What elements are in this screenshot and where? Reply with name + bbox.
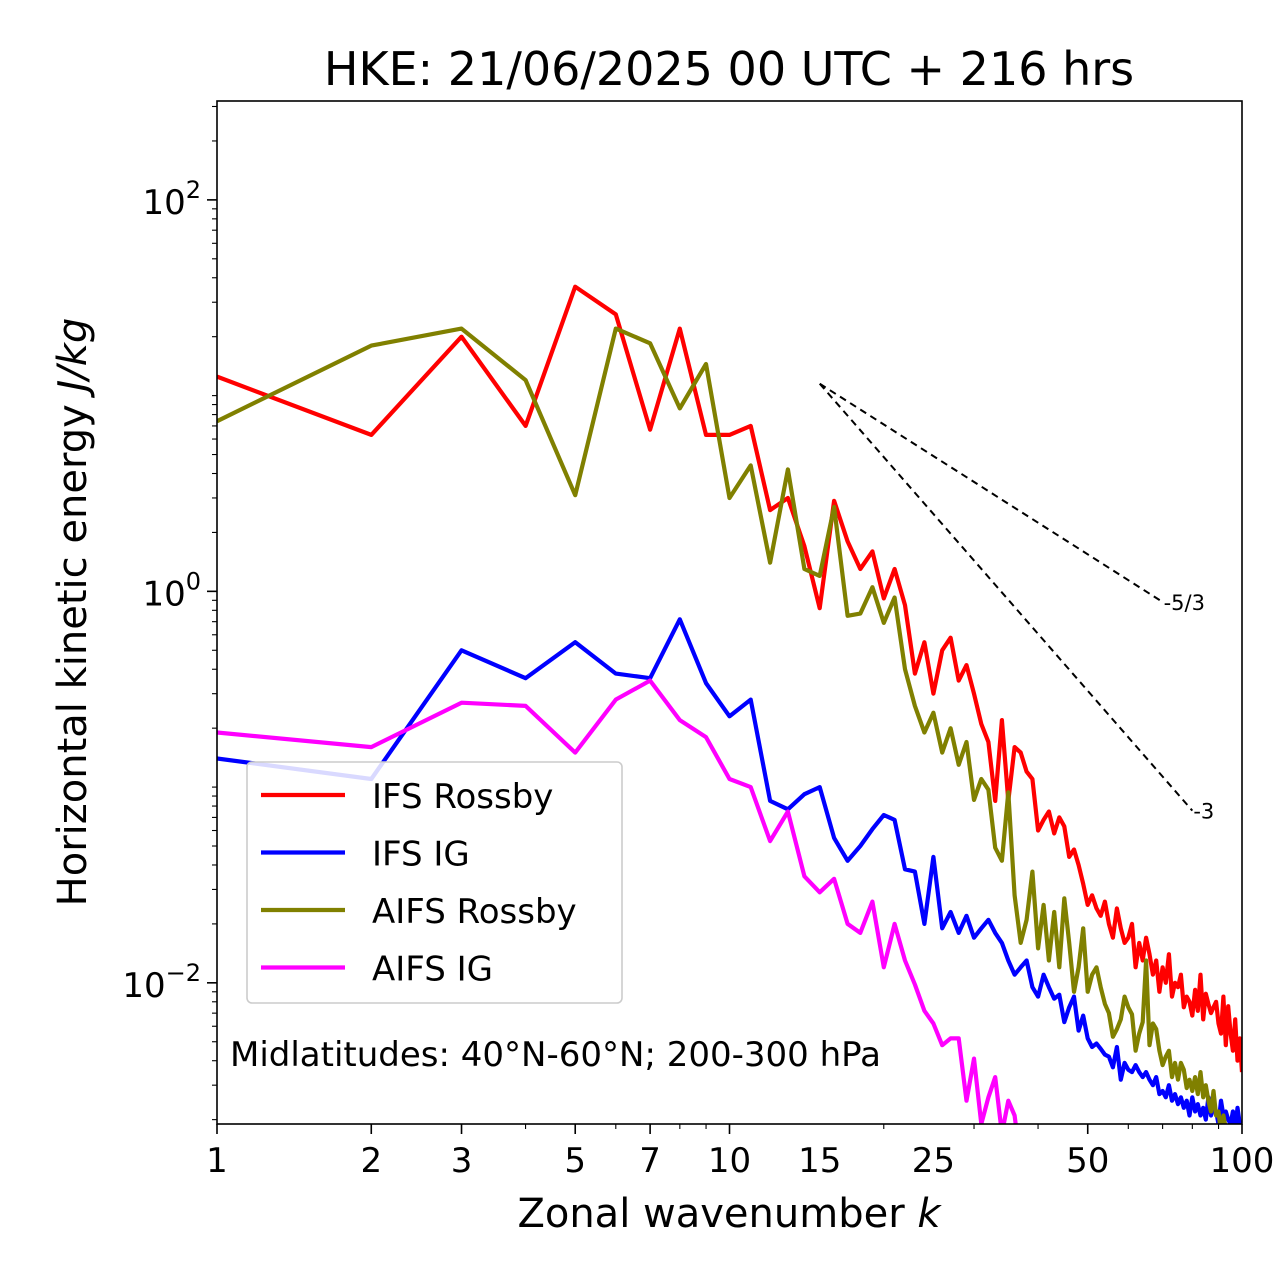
x-tick-label: 25 <box>912 1141 955 1181</box>
x-tick-label: 10 <box>708 1141 751 1181</box>
region-annotation: Midlatitudes: 40°N-60°N; 200-300 hPa <box>230 1035 881 1075</box>
x-tick-label: 7 <box>639 1141 661 1181</box>
y-tick-base: 10 <box>142 183 185 223</box>
series-line-3 <box>217 678 1018 1124</box>
x-tick-label: 100 <box>1210 1141 1275 1181</box>
y-tick-base: 10 <box>142 574 185 614</box>
y-tick-base: 10 <box>122 966 165 1006</box>
y-tick-label: 100 <box>142 567 201 614</box>
reference-line-0 <box>819 382 1164 603</box>
series-line-0 <box>217 284 1242 1073</box>
reference-line-label-0: -5/3 <box>1164 591 1205 615</box>
x-tick-label: 15 <box>798 1141 841 1181</box>
x-axis-label-text: Zonal wavenumber <box>517 1191 905 1237</box>
reference-slope-lines: -5/3 -3 <box>818 382 1214 824</box>
y-tick-exponent: 0 <box>186 567 201 595</box>
y-tick-label: 102 <box>142 176 201 223</box>
y-axis-label: Horizontal kinetic energy J/kg <box>50 318 96 907</box>
series-lines <box>217 284 1242 1124</box>
reference-line-1 <box>818 383 1194 812</box>
x-axis-label-variable: k <box>917 1191 942 1237</box>
series-line-2 <box>217 326 1228 1124</box>
series-line-1 <box>217 617 1242 1124</box>
y-axis-label-text: Horizontal kinetic energy <box>50 404 96 906</box>
y-tick-exponent: −2 <box>166 959 201 987</box>
x-tick-label: 5 <box>564 1141 586 1181</box>
legend-label-2: AIFS Rossby <box>372 892 577 932</box>
x-tick-label: 1 <box>206 1141 228 1181</box>
x-axis: 1 2 3 5 7 10 15 25 50 100 <box>206 1124 1274 1181</box>
legend-label-0: IFS Rossby <box>372 777 553 817</box>
x-tick-label: 2 <box>360 1141 382 1181</box>
y-tick-label: 10−2 <box>122 959 201 1006</box>
y-axis-label-unit: J/kg <box>50 318 96 399</box>
x-tick-label: 50 <box>1066 1141 1109 1181</box>
legend-label-1: IFS IG <box>372 835 470 875</box>
reference-line-label-1: -3 <box>1193 800 1214 824</box>
chart-title: HKE: 21/06/2025 00 UTC + 216 hrs <box>324 42 1134 96</box>
y-tick-exponent: 2 <box>186 176 201 204</box>
legend-label-3: AIFS IG <box>372 950 493 990</box>
legend: IFS Rossby IFS IG AIFS Rossby AIFS IG <box>246 761 623 1004</box>
legend-box <box>246 761 623 1004</box>
x-tick-label: 3 <box>451 1141 473 1181</box>
x-axis-label: Zonal wavenumber k <box>517 1191 942 1237</box>
